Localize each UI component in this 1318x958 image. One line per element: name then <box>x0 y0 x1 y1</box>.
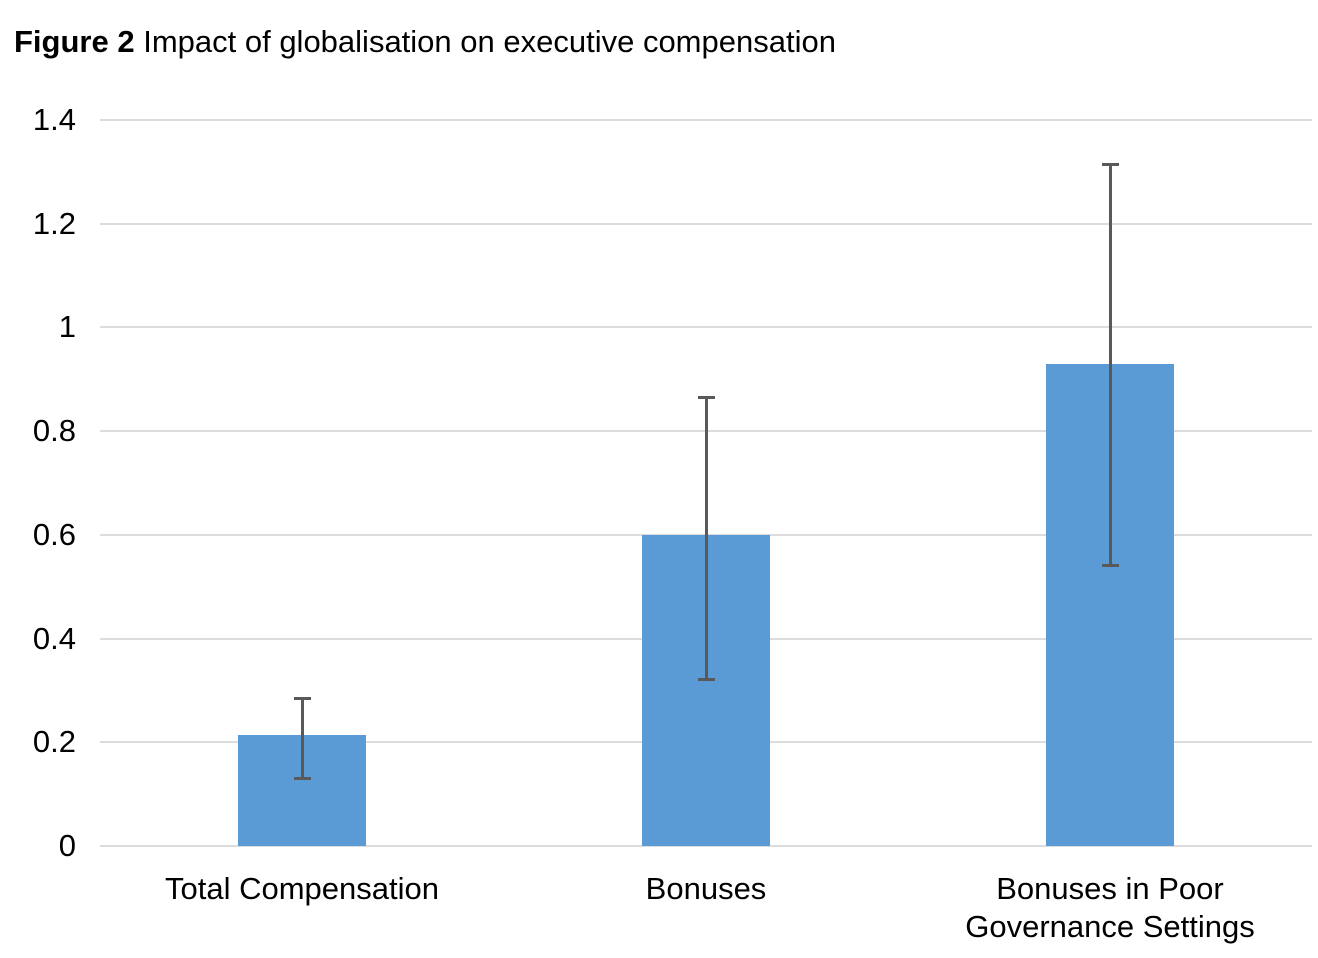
x-axis-label: Bonuses in Poor Governance Settings <box>965 871 1255 944</box>
figure-title-text: Impact of globalisation on executive com… <box>134 24 836 59</box>
error-bar-line <box>300 698 304 779</box>
y-tick-label: 0.6 <box>32 516 76 552</box>
figure-title: Figure 2 Impact of globalisation on exec… <box>14 24 836 60</box>
y-tick-label: 0.4 <box>32 620 76 656</box>
error-bar-cap-top <box>697 396 715 400</box>
y-tick-label: 0.8 <box>32 413 76 449</box>
x-axis-label: Bonuses <box>645 871 767 906</box>
y-tick-label: 1.2 <box>32 205 76 241</box>
error-bar-cap-top <box>293 697 311 701</box>
y-tick-label: 1 <box>58 309 76 345</box>
error-bar-cap-bottom <box>697 678 715 682</box>
error-bar-cap-top <box>1101 163 1119 167</box>
figure-number-label: Figure 2 <box>14 24 135 59</box>
y-tick-label: 1.4 <box>32 102 76 137</box>
y-tick-label: 0 <box>58 828 76 863</box>
x-axis-label: Total Compensation <box>165 871 439 906</box>
gridline <box>100 119 1312 121</box>
error-bar-cap-bottom <box>1101 563 1119 567</box>
error-bar-line <box>1108 164 1112 566</box>
gridline <box>100 326 1312 329</box>
y-tick-label: 0.2 <box>32 724 76 760</box>
gridline <box>100 222 1312 225</box>
error-bar-cap-bottom <box>293 776 311 780</box>
error-bar-line <box>704 397 708 681</box>
gridline <box>100 845 1312 847</box>
